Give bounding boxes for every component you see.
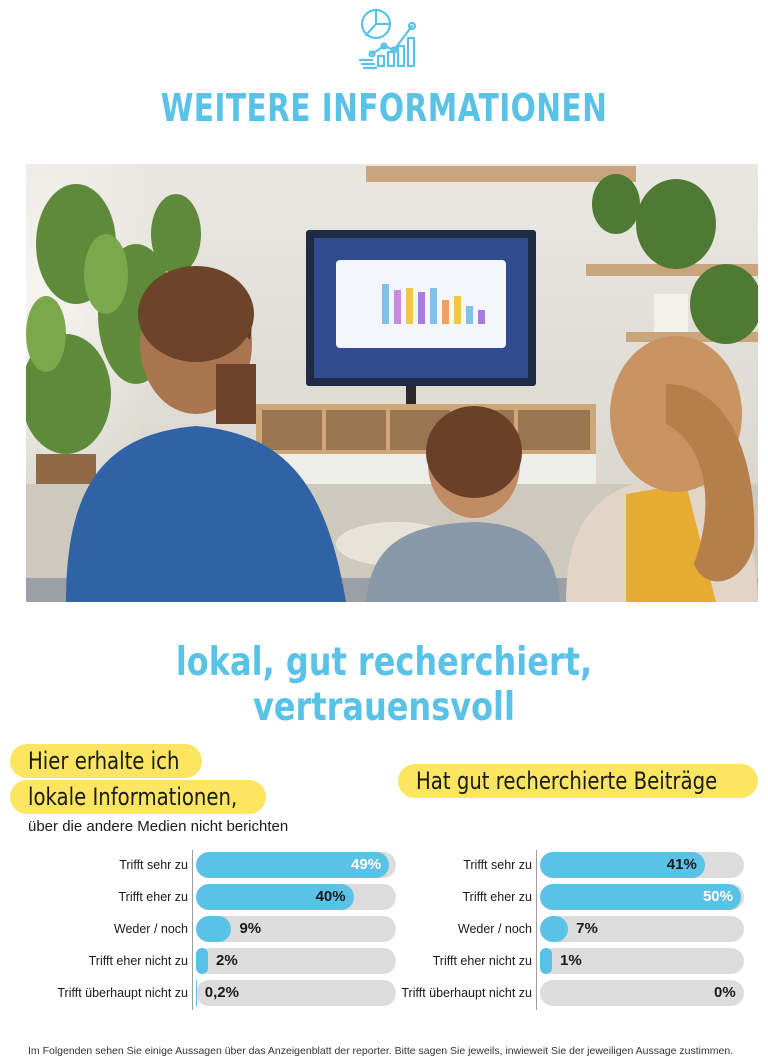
category-label: Trifft überhaupt nicht zu bbox=[401, 986, 532, 1000]
bar-3 bbox=[196, 948, 208, 974]
category-label: Trifft eher nicht zu bbox=[432, 954, 532, 968]
chart-1-subtitle: über die andere Medien nicht berichten bbox=[28, 818, 289, 835]
bar-1 bbox=[196, 884, 354, 910]
page-title: WEITERE INFORMATIONEN bbox=[160, 86, 608, 130]
bar-track bbox=[540, 948, 744, 974]
bar-0 bbox=[540, 852, 705, 878]
bar-1 bbox=[540, 884, 741, 910]
value-label: 41% bbox=[666, 856, 697, 873]
value-label: 50% bbox=[702, 888, 733, 905]
bar-0 bbox=[196, 852, 390, 878]
category-label: Trifft eher zu bbox=[462, 890, 532, 904]
value-label: 49% bbox=[351, 856, 382, 873]
category-label: Trifft sehr zu bbox=[119, 858, 188, 872]
category-label: Weder / noch bbox=[457, 922, 532, 936]
category-label: Trifft eher zu bbox=[118, 890, 188, 904]
bar-track bbox=[540, 916, 744, 942]
chart-well-researched: Trifft sehr zu 41% Trifft eher zu 50% Weder … bbox=[400, 850, 744, 1010]
value-label: 1% bbox=[560, 952, 582, 969]
chart-1-title-line-2: lokale Informationen, bbox=[10, 780, 266, 814]
category-label: Trifft eher nicht zu bbox=[88, 954, 188, 968]
bar-track bbox=[540, 980, 744, 1006]
category-label: Trifft überhaupt nicht zu bbox=[57, 986, 188, 1000]
analytics-chart-icon bbox=[358, 8, 417, 70]
bar-track bbox=[196, 980, 396, 1006]
footnote: Im Folgenden sehen Sie einige Aussagen ü… bbox=[28, 1045, 734, 1057]
value-label: 7% bbox=[576, 920, 598, 937]
value-label: 2% bbox=[216, 952, 238, 969]
value-label: 9% bbox=[239, 920, 262, 937]
category-label: Weder / noch bbox=[113, 922, 188, 936]
chart-2-title: Hat gut recherchierte Beiträge bbox=[398, 764, 758, 798]
bar-4 bbox=[196, 980, 197, 1006]
section-subtitle: lokal, gut recherchiert, vertrauensvoll bbox=[175, 640, 593, 730]
bar-2 bbox=[196, 916, 232, 942]
value-label: 0,2% bbox=[204, 984, 239, 1001]
bar-2 bbox=[540, 916, 569, 942]
chart-local-information: Trifft sehr zu 49% Trifft eher zu 40% Weder … bbox=[20, 850, 400, 1010]
category-label: Trifft sehr zu bbox=[463, 858, 532, 872]
value-label: 0% bbox=[714, 984, 736, 1001]
bar-track bbox=[196, 948, 396, 974]
chart-axis-line bbox=[536, 850, 537, 1010]
chart-axis-line bbox=[192, 850, 193, 1010]
value-label: 40% bbox=[315, 888, 346, 905]
family-watching-tv-photo bbox=[26, 164, 758, 602]
chart-1-title-line-1: Hier erhalte ich bbox=[10, 744, 202, 778]
bar-3 bbox=[540, 948, 552, 974]
